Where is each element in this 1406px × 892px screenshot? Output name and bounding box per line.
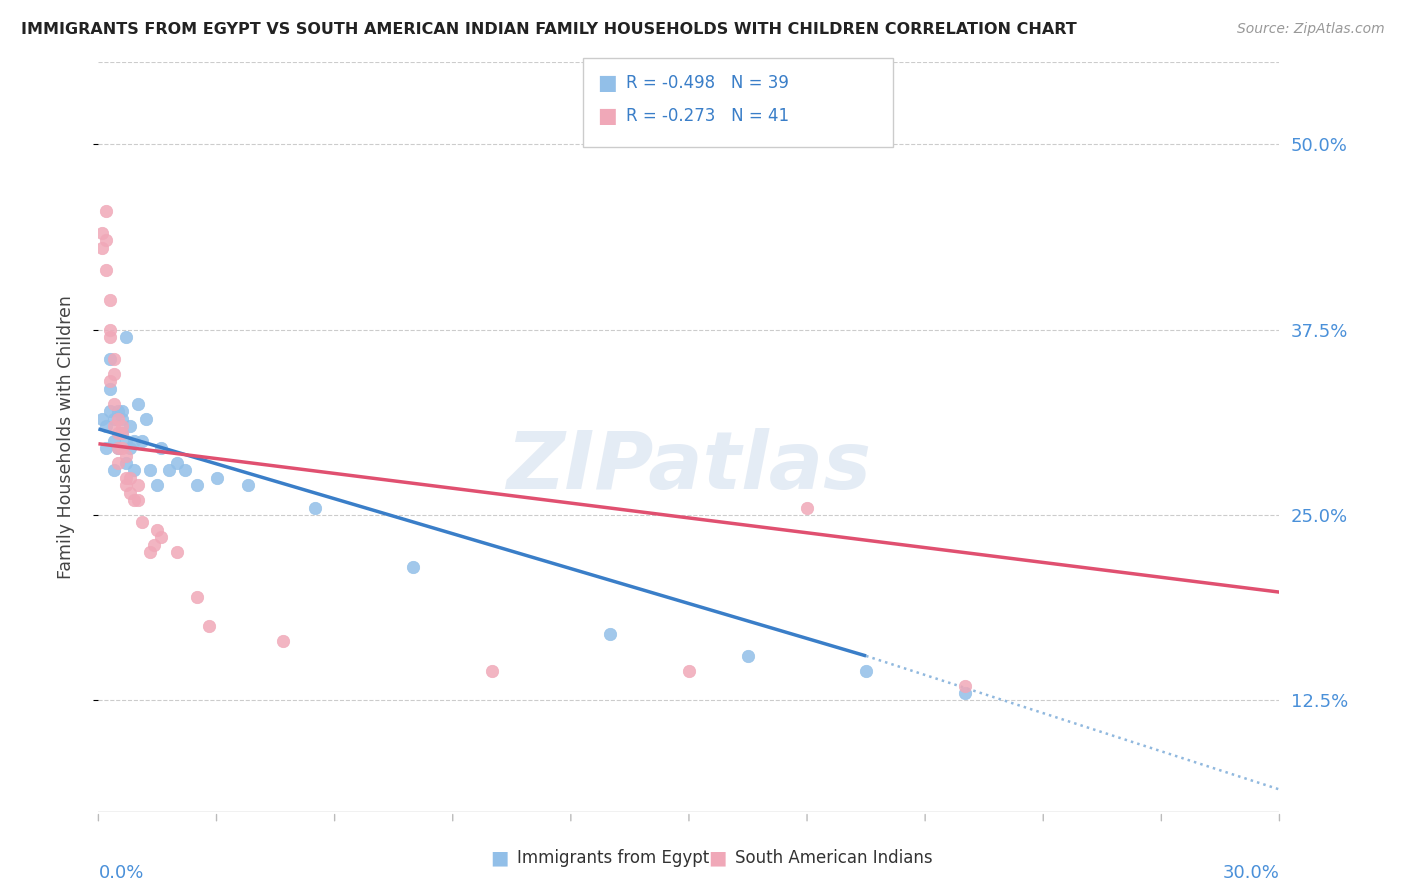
Point — [111, 426, 134, 441]
Point — [103, 434, 125, 448]
Point — [98, 293, 121, 307]
Text: R = -0.273   N = 41: R = -0.273 N = 41 — [626, 107, 789, 125]
Point — [205, 471, 228, 485]
Text: ZIPatlas: ZIPatlas — [506, 428, 872, 506]
Point — [91, 411, 114, 425]
Point — [98, 382, 121, 396]
Point — [115, 330, 138, 344]
Point — [127, 478, 149, 492]
Text: Immigrants from Egypt: Immigrants from Egypt — [517, 849, 710, 867]
Point — [157, 463, 180, 477]
Point — [953, 686, 976, 700]
Point — [131, 516, 153, 530]
Point — [135, 411, 157, 425]
Text: ■: ■ — [489, 848, 509, 868]
Point — [96, 234, 118, 248]
Point — [103, 411, 125, 425]
Text: Source: ZipAtlas.com: Source: ZipAtlas.com — [1237, 22, 1385, 37]
Point — [304, 500, 326, 515]
Point — [111, 411, 134, 425]
Point — [115, 471, 138, 485]
Point — [103, 352, 125, 367]
Point — [118, 485, 141, 500]
Point — [115, 478, 138, 492]
Point — [122, 434, 145, 448]
Point — [98, 352, 121, 367]
Text: ■: ■ — [707, 848, 727, 868]
Point — [131, 434, 153, 448]
Point — [481, 664, 503, 678]
Point — [138, 463, 160, 477]
Point — [96, 419, 118, 434]
Point — [138, 545, 160, 559]
Point — [96, 203, 118, 218]
Point — [737, 648, 759, 663]
Point — [855, 664, 877, 678]
Point — [107, 441, 129, 455]
Point — [98, 322, 121, 336]
Point — [115, 456, 138, 470]
Point — [146, 523, 169, 537]
Text: R = -0.498   N = 39: R = -0.498 N = 39 — [626, 74, 789, 92]
Point — [953, 679, 976, 693]
Point — [107, 426, 129, 441]
Point — [96, 441, 118, 455]
Point — [107, 411, 129, 425]
Point — [118, 441, 141, 455]
Point — [146, 478, 169, 492]
Y-axis label: Family Households with Children: Family Households with Children — [56, 295, 75, 579]
Text: ■: ■ — [598, 106, 617, 126]
Point — [98, 404, 121, 418]
Point — [402, 560, 425, 574]
Point — [103, 397, 125, 411]
Point — [103, 463, 125, 477]
Point — [166, 456, 188, 470]
Point — [197, 619, 219, 633]
Point — [111, 404, 134, 418]
Point — [98, 330, 121, 344]
Point — [107, 441, 129, 455]
Point — [166, 545, 188, 559]
Point — [111, 426, 134, 441]
Point — [678, 664, 700, 678]
Point — [91, 226, 114, 240]
Point — [96, 263, 118, 277]
Point — [796, 500, 818, 515]
Text: 0.0%: 0.0% — [98, 863, 143, 881]
Text: ■: ■ — [598, 73, 617, 93]
Point — [107, 404, 129, 418]
Point — [111, 441, 134, 455]
Point — [236, 478, 259, 492]
Point — [122, 463, 145, 477]
Point — [150, 441, 173, 455]
Text: IMMIGRANTS FROM EGYPT VS SOUTH AMERICAN INDIAN FAMILY HOUSEHOLDS WITH CHILDREN C: IMMIGRANTS FROM EGYPT VS SOUTH AMERICAN … — [21, 22, 1077, 37]
Point — [98, 375, 121, 389]
Point — [186, 478, 208, 492]
Point — [118, 419, 141, 434]
Text: South American Indians: South American Indians — [735, 849, 934, 867]
Text: 30.0%: 30.0% — [1223, 863, 1279, 881]
Point — [127, 493, 149, 508]
Point — [599, 626, 621, 640]
Point — [142, 538, 165, 552]
Point — [273, 634, 295, 648]
Point — [174, 463, 197, 477]
Point — [107, 456, 129, 470]
Point — [118, 471, 141, 485]
Point — [103, 367, 125, 381]
Point — [150, 530, 173, 544]
Point — [127, 397, 149, 411]
Point — [186, 590, 208, 604]
Point — [111, 419, 134, 434]
Point — [122, 493, 145, 508]
Point — [103, 419, 125, 434]
Point — [91, 241, 114, 255]
Point — [115, 434, 138, 448]
Point — [115, 449, 138, 463]
